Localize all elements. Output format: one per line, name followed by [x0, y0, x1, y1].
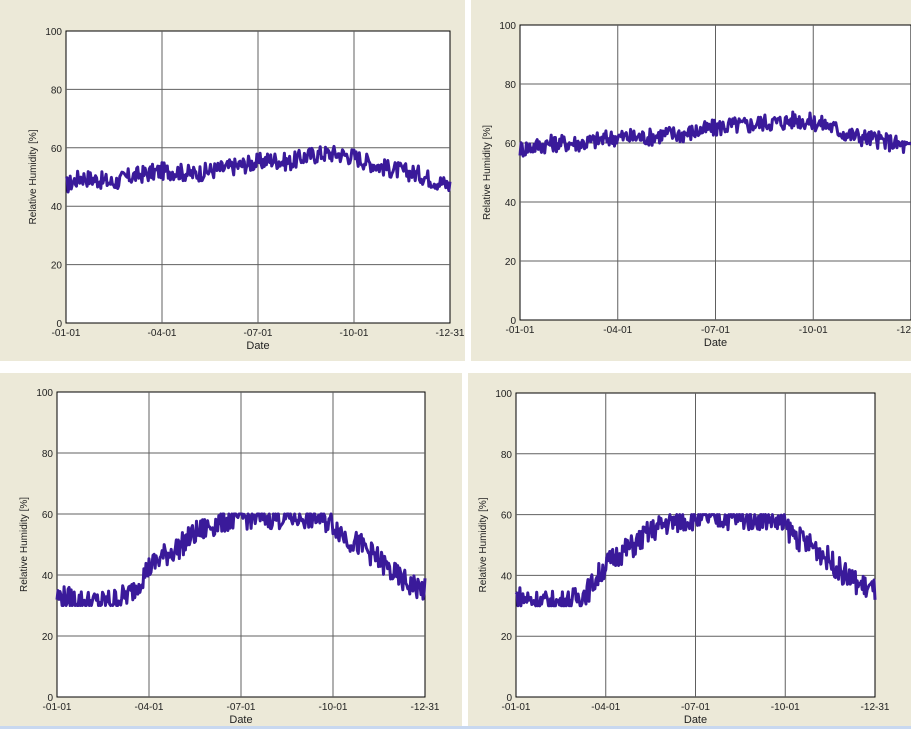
x-tick-label: -04-01	[603, 325, 632, 336]
x-axis-label: Date	[704, 337, 727, 349]
y-axis-label: Relative Humidity [%]	[482, 125, 493, 220]
x-tick-label: -07-01	[681, 702, 710, 713]
y-tick-label: 20	[501, 632, 513, 643]
x-tick-label: -01-01	[506, 325, 535, 336]
y-tick-label: 0	[506, 693, 512, 704]
window-bottom-edge	[0, 726, 911, 729]
x-tick-label: -10-01	[319, 702, 348, 713]
y-axis-label: Relative Humidity [%]	[19, 497, 30, 592]
x-tick-label: -12-31	[411, 702, 440, 713]
y-tick-label: 80	[505, 80, 517, 91]
y-tick-label: 100	[499, 21, 516, 32]
y-axis-label: Relative Humidity [%]	[478, 497, 489, 592]
y-tick-label: 40	[42, 571, 54, 582]
chart-panel-bottom-right: 0 20 40 60 80 100 -01-01 -04-01 -07-01 -10-01 -12-…	[468, 373, 911, 726]
y-tick-label: 20	[505, 257, 517, 268]
humidity-chart-2: 0 20 40 60 80 100 -01-01 -04-01 -07-01 -10-01 -12-…	[482, 21, 911, 349]
y-tick-label: 40	[51, 202, 63, 213]
humidity-chart-4: 0 20 40 60 80 100 -01-01 -04-01 -07-01 -10-01 -12-…	[478, 389, 890, 726]
x-axis-label: Date	[246, 340, 269, 352]
x-axis-label: Date	[229, 714, 252, 726]
y-tick-label: 80	[42, 449, 54, 460]
humidity-chart-3: 0 20 40 60 80 100 -01-01 -04-01 -07-01 -10-01 -12-…	[19, 388, 440, 726]
y-tick-label: 20	[51, 261, 63, 272]
panel-separator-vertical-top	[465, 0, 471, 361]
x-tick-label: -10-01	[771, 702, 800, 713]
y-tick-label: 100	[45, 27, 62, 38]
humidity-series-line	[518, 110, 911, 158]
x-tick-label: -07-01	[701, 325, 730, 336]
y-tick-label: 80	[51, 85, 63, 96]
y-tick-label: 80	[501, 450, 513, 461]
humidity-series-line	[514, 513, 877, 608]
x-tick-label: -01-01	[43, 702, 72, 713]
y-tick-label: 60	[505, 139, 517, 150]
y-tick-label: 40	[505, 198, 517, 209]
y-tick-label: 0	[47, 693, 53, 704]
chart-panel-top-right: 0 20 40 60 80 100 -01-01 -04-01 -07-01 -10-01 -12-…	[471, 0, 911, 361]
y-tick-label: 20	[42, 632, 54, 643]
x-tick-label: -04-01	[148, 328, 177, 339]
x-tick-label: -04-01	[135, 702, 164, 713]
x-tick-label: -10-01	[799, 325, 828, 336]
x-tick-label: -12-31	[861, 702, 890, 713]
chart-panel-top-left: 0 20 40 60 80 100 -01-01 -04-01 -07-01 -10-01 -12-…	[0, 0, 465, 361]
y-tick-label: 60	[51, 144, 63, 155]
x-tick-label: -01-01	[502, 702, 531, 713]
x-tick-label: -10-01	[340, 328, 369, 339]
y-tick-label: 60	[501, 511, 513, 522]
chart-panel-bottom-left: 0 20 40 60 80 100 -01-01 -04-01 -07-01 -10-01 -12-…	[0, 373, 462, 726]
x-axis-label: Date	[684, 714, 707, 726]
panel-separator-horizontal	[0, 361, 911, 373]
x-tick-label: -04-01	[591, 702, 620, 713]
y-tick-label: 60	[42, 510, 54, 521]
x-tick-label: -01-01	[52, 328, 81, 339]
x-tick-label: -07-01	[227, 702, 256, 713]
y-tick-label: 100	[36, 388, 53, 399]
x-tick-label: -12-31	[897, 325, 911, 336]
humidity-series-line	[64, 144, 452, 194]
y-tick-label: 40	[501, 571, 513, 582]
y-tick-label: 100	[495, 389, 512, 400]
y-tick-label: 0	[56, 319, 62, 330]
humidity-series-line	[55, 512, 427, 607]
panel-separator-vertical-bottom	[462, 373, 468, 731]
y-axis-label: Relative Humidity [%]	[28, 129, 39, 224]
x-tick-label: -07-01	[244, 328, 273, 339]
x-tick-label: -12-31	[436, 328, 465, 339]
humidity-chart-1: 0 20 40 60 80 100 -01-01 -04-01 -07-01 -10-01 -12-…	[28, 27, 465, 352]
y-tick-label: 0	[510, 316, 516, 327]
